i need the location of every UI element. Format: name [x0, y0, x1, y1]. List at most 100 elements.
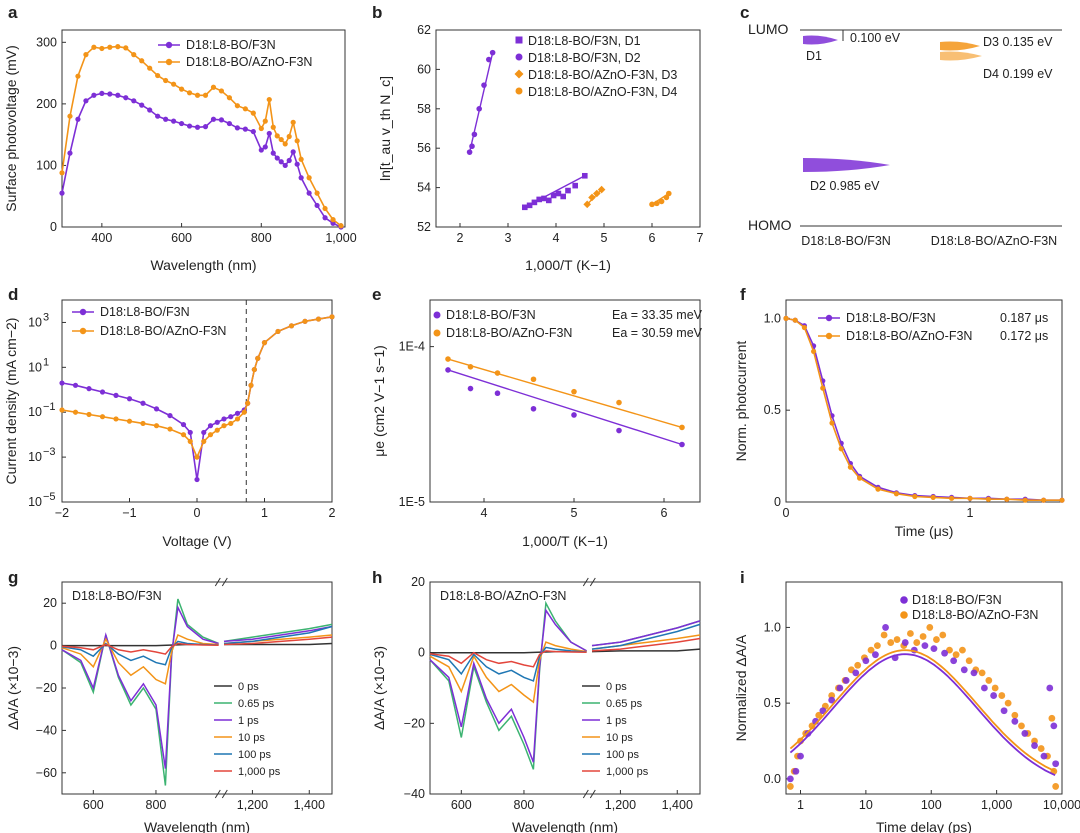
data-point: [221, 416, 227, 422]
data-point: [234, 125, 240, 131]
data-point: [140, 420, 146, 427]
data-point: [555, 190, 562, 197]
data-point: [933, 636, 940, 643]
panel-label-i: i: [740, 568, 745, 587]
series-line: [429, 600, 587, 770]
legend-label: D18:L8-BO/F3N: [186, 38, 276, 52]
plot-frame: [435, 29, 701, 228]
legend-label: 1 ps: [238, 715, 259, 727]
data-point: [262, 118, 268, 124]
legend-label: D18:L8-BO/AZnO-F3N: [446, 326, 572, 340]
x-tick-label: 6: [661, 506, 668, 520]
y-axis-label: Surface photovoltage (mV): [3, 45, 19, 212]
data-point: [286, 133, 292, 140]
data-point: [171, 118, 177, 124]
data-point: [815, 711, 823, 719]
panel-h: h 600 800 1,200 1,400 −40 −20 0 20 Wavelength (nm…: [371, 568, 701, 833]
y-axis-label: ΔA/A (×10−3): [5, 646, 21, 730]
data-point: [494, 370, 501, 376]
data-point: [649, 201, 655, 208]
axis-break-mark: [214, 789, 221, 799]
x-tick-label: 2: [329, 506, 336, 520]
data-point: [242, 126, 248, 132]
data-point: [582, 172, 588, 179]
data-point: [1021, 730, 1029, 737]
data-point: [290, 149, 296, 155]
data-point: [338, 223, 344, 229]
data-point: [242, 106, 248, 112]
data-point: [91, 92, 97, 98]
data-point: [302, 318, 308, 324]
y-tick-label: 200: [36, 97, 57, 111]
state-d4: [940, 51, 982, 61]
fit-curve-purple: [789, 653, 1056, 777]
legend-marker: [433, 311, 441, 319]
data-point: [315, 316, 322, 322]
data-point: [857, 475, 863, 481]
legend-label: 10 ps: [606, 732, 633, 744]
data-point: [228, 420, 234, 427]
data-point: [783, 315, 789, 321]
data-point: [1004, 496, 1010, 502]
data-point: [91, 44, 97, 50]
x-tick-label: 100: [921, 798, 942, 812]
data-point: [153, 406, 160, 412]
series-line: [61, 642, 219, 655]
data-point: [489, 49, 496, 56]
data-point: [274, 133, 280, 139]
y-tick-label: 0.5: [764, 696, 781, 710]
data-point: [941, 649, 948, 657]
data-point: [445, 356, 451, 362]
data-point: [147, 107, 153, 113]
x-axis-label: Time delay (ps): [876, 819, 972, 833]
legend-label: 100 ps: [238, 749, 272, 761]
data-point: [250, 110, 256, 116]
legend-marker: [825, 332, 833, 340]
data-point: [99, 90, 105, 97]
data-point: [1059, 497, 1065, 503]
series-line: [591, 637, 701, 652]
y-tick-label: 56: [417, 141, 431, 155]
data-point: [115, 44, 121, 50]
x-axis-label: Wavelength (nm): [512, 819, 618, 833]
y-tick-exponent: −3: [43, 446, 56, 458]
legend-marker: [165, 58, 173, 66]
series-line: [591, 620, 701, 647]
data-point: [930, 645, 938, 653]
panel-title: D18:L8-BO/AZnO-F3N: [440, 589, 566, 603]
data-point: [245, 400, 251, 406]
data-point: [59, 380, 65, 386]
data-point: [873, 642, 881, 649]
data-point: [234, 103, 240, 109]
data-point: [262, 144, 268, 150]
legend-marker: [900, 596, 908, 604]
data-point: [842, 677, 850, 684]
data-point: [207, 432, 214, 438]
series-line: [61, 45, 342, 227]
data-point: [294, 161, 300, 167]
data-point: [541, 195, 547, 202]
data-point: [978, 669, 986, 677]
data-point: [330, 217, 336, 223]
fit-curve-orange: [789, 649, 1056, 773]
y-tick-exponent: −5: [43, 491, 56, 503]
data-point: [571, 388, 577, 395]
data-point: [178, 86, 185, 92]
data-point: [72, 382, 79, 388]
series-line: [429, 650, 587, 668]
data-point: [266, 96, 272, 103]
fit-line: [447, 369, 683, 446]
legend-label: D18:L8-BO/F3N: [846, 311, 936, 325]
data-point: [926, 624, 934, 631]
panel-f: f 0 1 0 0.5 1.0 Time (μs) Norm. photocurrent D18…: [733, 285, 1065, 539]
axis-break-mark: [221, 577, 228, 587]
x-tick-label: 1,400: [294, 798, 325, 812]
data-point: [930, 494, 936, 501]
data-point: [469, 143, 475, 150]
data-point: [298, 175, 304, 181]
y-axis-label: Normalized ΔA/A: [733, 634, 749, 741]
data-point: [255, 355, 261, 361]
x-tick-label: 1,200: [237, 798, 268, 812]
data-point: [980, 684, 988, 692]
legend-label: D18:L8-BO/AZnO-F3N, D3: [528, 68, 677, 82]
